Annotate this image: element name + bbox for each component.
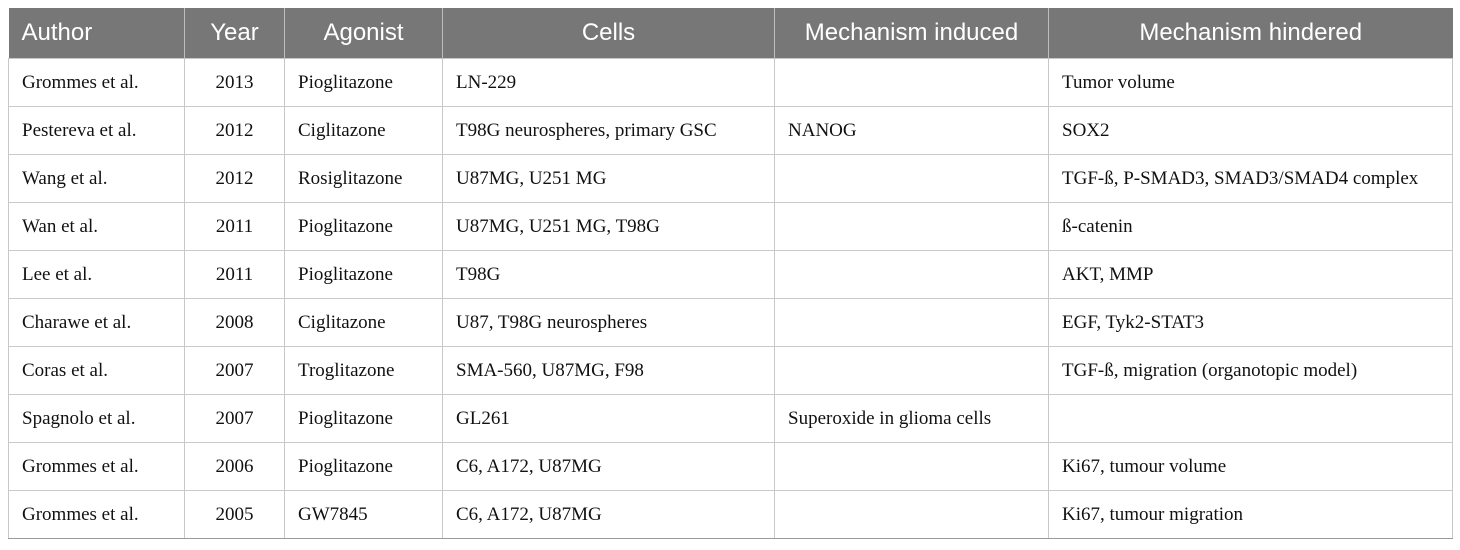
table-row: Pestereva et al. 2012 Ciglitazone T98G neur…	[8, 106, 1453, 155]
cell-mechanism-induced	[774, 346, 1049, 395]
table-row: Coras et al. 2007 Troglitazone SMA-560, U87…	[8, 346, 1453, 395]
cell-author: Pestereva et al.	[8, 106, 185, 155]
cell-agonist: Pioglitazone	[284, 58, 443, 107]
cell-cells: T98G neurospheres, primary GSC	[442, 106, 775, 155]
cell-year: 2007	[184, 346, 285, 395]
cell-agonist: Rosiglitazone	[284, 154, 443, 203]
cell-author: Charawe et al.	[8, 298, 185, 347]
cell-year: 2005	[184, 490, 285, 539]
cell-mechanism-induced	[774, 154, 1049, 203]
agonist-studies-table: Author Year Agonist Cells Mechanism indu…	[8, 8, 1453, 539]
cell-agonist: Pioglitazone	[284, 442, 443, 491]
cell-mechanism-hindered: Ki67, tumour volume	[1048, 442, 1453, 491]
cell-author: Grommes et al.	[8, 58, 185, 107]
cell-year: 2007	[184, 394, 285, 443]
table-row: Grommes et al. 2006 Pioglitazone C6, A172, …	[8, 442, 1453, 491]
table-row: Spagnolo et al. 2007 Pioglitazone GL261 Supe…	[8, 394, 1453, 443]
cell-cells: C6, A172, U87MG	[442, 490, 775, 539]
table-row: Wan et al. 2011 Pioglitazone U87MG, U251 MG…	[8, 202, 1453, 251]
cell-year: 2008	[184, 298, 285, 347]
cell-year: 2012	[184, 154, 285, 203]
cell-mechanism-induced	[774, 298, 1049, 347]
cell-agonist: GW7845	[284, 490, 443, 539]
cell-cells: U87MG, U251 MG, T98G	[442, 202, 775, 251]
cell-mechanism-induced	[774, 442, 1049, 491]
cell-mechanism-hindered: AKT, MMP	[1048, 250, 1453, 299]
header-mechanism-induced: Mechanism induced	[774, 8, 1049, 59]
cell-mechanism-hindered: TGF-ß, P-SMAD3, SMAD3/SMAD4 complex	[1048, 154, 1453, 203]
cell-mechanism-induced	[774, 202, 1049, 251]
cell-agonist: Ciglitazone	[284, 298, 443, 347]
header-cells: Cells	[442, 8, 775, 59]
cell-cells: SMA-560, U87MG, F98	[442, 346, 775, 395]
table-body: Grommes et al. 2013 Pioglitazone LN-229 Tumo…	[8, 58, 1453, 539]
cell-mechanism-hindered	[1048, 394, 1453, 443]
cell-agonist: Troglitazone	[284, 346, 443, 395]
cell-cells: GL261	[442, 394, 775, 443]
cell-cells: U87MG, U251 MG	[442, 154, 775, 203]
cell-author: Spagnolo et al.	[8, 394, 185, 443]
table-row: Charawe et al. 2008 Ciglitazone U87, T98G n…	[8, 298, 1453, 347]
header-agonist: Agonist	[284, 8, 443, 59]
cell-mechanism-induced	[774, 250, 1049, 299]
cell-year: 2011	[184, 202, 285, 251]
cell-author: Grommes et al.	[8, 490, 185, 539]
cell-mechanism-hindered: SOX2	[1048, 106, 1453, 155]
cell-author: Wang et al.	[8, 154, 185, 203]
cell-agonist: Pioglitazone	[284, 394, 443, 443]
cell-author: Grommes et al.	[8, 442, 185, 491]
cell-author: Lee et al.	[8, 250, 185, 299]
cell-mechanism-hindered: ß-catenin	[1048, 202, 1453, 251]
cell-year: 2012	[184, 106, 285, 155]
header-row: Author Year Agonist Cells Mechanism indu…	[8, 8, 1453, 59]
cell-author: Coras et al.	[8, 346, 185, 395]
cell-year: 2013	[184, 58, 285, 107]
cell-cells: U87, T98G neurospheres	[442, 298, 775, 347]
agonist-studies-table-container: Author Year Agonist Cells Mechanism indu…	[8, 8, 1453, 539]
table-row: Wang et al. 2012 Rosiglitazone U87MG, U251 …	[8, 154, 1453, 203]
header-author: Author	[8, 8, 185, 59]
cell-mechanism-induced: Superoxide in glioma cells	[774, 394, 1049, 443]
header-year: Year	[184, 8, 285, 59]
table-row: Grommes et al. 2013 Pioglitazone LN-229 Tumo…	[8, 58, 1453, 107]
cell-year: 2006	[184, 442, 285, 491]
cell-agonist: Pioglitazone	[284, 202, 443, 251]
cell-year: 2011	[184, 250, 285, 299]
cell-cells: T98G	[442, 250, 775, 299]
header-mechanism-hindered: Mechanism hindered	[1048, 8, 1453, 59]
cell-agonist: Pioglitazone	[284, 250, 443, 299]
cell-mechanism-hindered: EGF, Tyk2-STAT3	[1048, 298, 1453, 347]
cell-mechanism-induced	[774, 490, 1049, 539]
cell-cells: C6, A172, U87MG	[442, 442, 775, 491]
cell-cells: LN-229	[442, 58, 775, 107]
table-row: Grommes et al. 2005 GW7845 C6, A172, U87MG K…	[8, 490, 1453, 539]
cell-mechanism-induced: NANOG	[774, 106, 1049, 155]
table-row: Lee et al. 2011 Pioglitazone T98G AKT, MMP	[8, 250, 1453, 299]
cell-mechanism-hindered: Tumor volume	[1048, 58, 1453, 107]
cell-mechanism-hindered: Ki67, tumour migration	[1048, 490, 1453, 539]
cell-mechanism-hindered: TGF-ß, migration (organotopic model)	[1048, 346, 1453, 395]
cell-mechanism-induced	[774, 58, 1049, 107]
cell-author: Wan et al.	[8, 202, 185, 251]
cell-agonist: Ciglitazone	[284, 106, 443, 155]
